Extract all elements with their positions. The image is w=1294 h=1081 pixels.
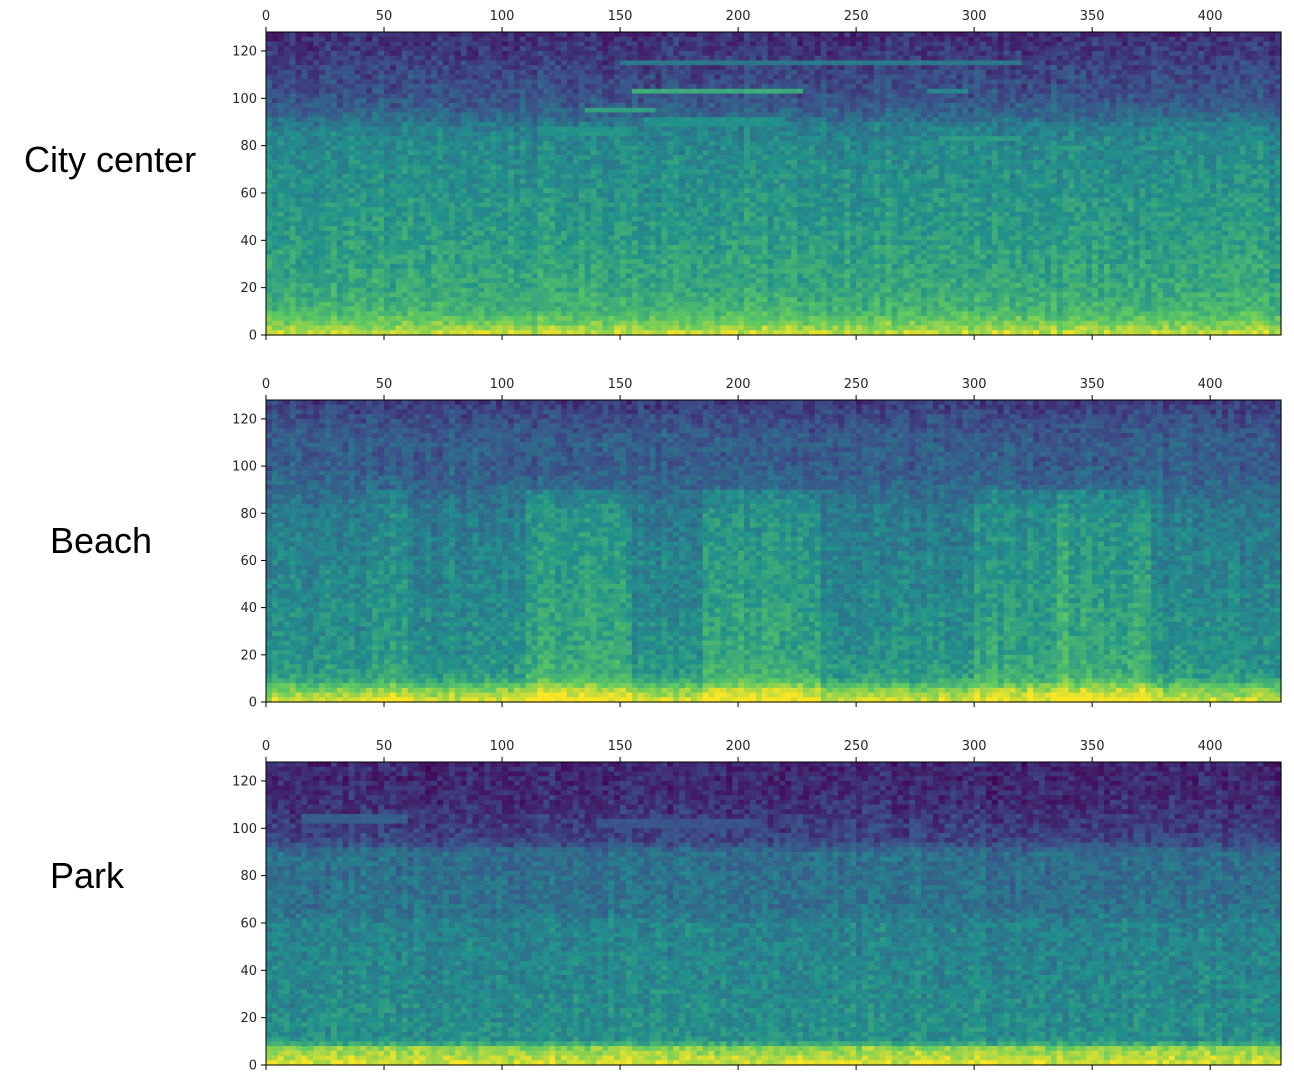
y-tick-label: 60	[240, 916, 257, 931]
x-tick-label: 350	[1080, 377, 1105, 392]
y-tick-label: 40	[240, 234, 257, 249]
x-tick-label: 250	[844, 9, 869, 24]
x-tick-label: 250	[844, 739, 869, 754]
x-tick-label: 300	[962, 9, 987, 24]
y-tick-label: 20	[240, 281, 257, 296]
x-tick-label: 150	[608, 739, 633, 754]
spectrogram-panel-1: 0 50 100 150 200 250 300 350 400 0 20 40 60 80 100 120	[232, 9, 1281, 344]
y-tick-label: 100	[232, 460, 257, 475]
y-tick-label: 120	[232, 44, 257, 59]
y-tick-label: 40	[240, 964, 257, 979]
y-tick-label: 40	[240, 601, 257, 616]
y-tick-label: 20	[240, 648, 257, 663]
row-label-beach: Beach	[50, 523, 152, 559]
y-tick-label: 0	[249, 1059, 257, 1074]
y-tick-label: 0	[249, 329, 257, 344]
y-tick-label: 100	[232, 92, 257, 107]
x-tick-label: 50	[376, 739, 393, 754]
x-tick-label: 250	[844, 377, 869, 392]
y-tick-label: 120	[232, 774, 257, 789]
heatmap-cells	[266, 762, 1282, 1066]
x-tick-label: 150	[608, 377, 633, 392]
spectrogram-panel-2: 0 50 100 150 200 250 300 350 400 0 20 40 60 80 100 120	[232, 377, 1281, 711]
row-label-city-center: City center	[24, 142, 196, 178]
x-tick-label: 0	[262, 377, 270, 392]
x-tick-label: 400	[1198, 9, 1223, 24]
y-tick-label: 60	[240, 554, 257, 569]
x-tick-label: 350	[1080, 9, 1105, 24]
x-tick-label: 300	[962, 739, 987, 754]
x-tick-label: 150	[608, 9, 633, 24]
heatmap-cells	[266, 400, 1282, 703]
x-tick-label: 50	[376, 9, 393, 24]
x-tick-label: 0	[262, 739, 270, 754]
row-label-park: Park	[50, 858, 124, 894]
y-tick-label: 20	[240, 1011, 257, 1026]
x-tick-label: 0	[262, 9, 270, 24]
y-tick-label: 0	[249, 696, 257, 711]
x-tick-label: 200	[726, 377, 751, 392]
y-tick-label: 80	[240, 139, 257, 154]
y-tick-label: 100	[232, 822, 257, 837]
x-tick-label: 100	[490, 739, 515, 754]
y-tick-label: 80	[240, 869, 257, 884]
x-tick-label: 100	[490, 9, 515, 24]
x-tick-label: 200	[726, 9, 751, 24]
x-tick-label: 350	[1080, 739, 1105, 754]
x-tick-label: 200	[726, 739, 751, 754]
y-tick-label: 80	[240, 507, 257, 522]
x-tick-label: 300	[962, 377, 987, 392]
y-tick-label: 120	[232, 412, 257, 427]
x-tick-label: 100	[490, 377, 515, 392]
heatmap-cells	[266, 32, 1282, 336]
x-tick-label: 400	[1198, 739, 1223, 754]
y-tick-label: 60	[240, 186, 257, 201]
x-tick-label: 400	[1198, 377, 1223, 392]
spectrogram-panel-3: 0 50 100 150 200 250 300 350 400 0 20 40 60 80 100 120	[232, 739, 1281, 1074]
x-tick-label: 50	[376, 377, 393, 392]
